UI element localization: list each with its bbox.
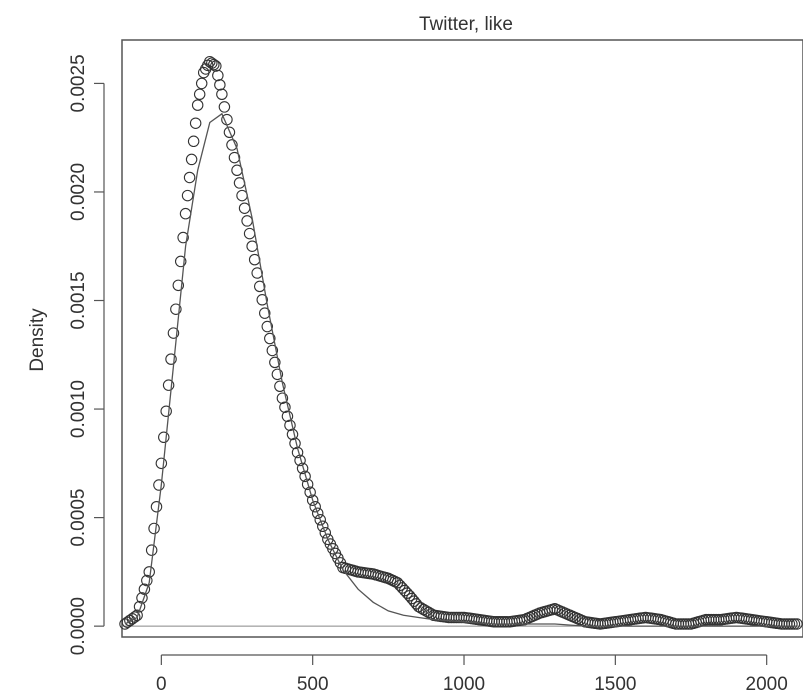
data-point bbox=[145, 544, 158, 556]
x-axis: 0 500 1000 1500 2000 bbox=[156, 654, 788, 693]
chart-title: Twitter, like bbox=[419, 14, 513, 35]
data-point bbox=[317, 520, 329, 533]
data-point bbox=[314, 514, 326, 526]
data-point bbox=[158, 431, 170, 444]
data-point bbox=[276, 392, 289, 404]
y-tick-label: 0.0005 bbox=[68, 489, 89, 547]
data-point bbox=[170, 303, 182, 315]
data-point bbox=[206, 57, 218, 69]
data-point bbox=[238, 202, 251, 214]
data-point bbox=[296, 462, 309, 475]
y-axis-label: Density bbox=[27, 308, 48, 372]
data-point bbox=[138, 583, 151, 595]
data-point bbox=[251, 267, 263, 279]
data-point bbox=[174, 255, 187, 268]
x-tick-label: 1500 bbox=[594, 674, 636, 693]
y-tick-label: 0.0010 bbox=[68, 380, 89, 438]
data-point bbox=[236, 189, 248, 202]
y-tick-label: 0.0025 bbox=[68, 54, 89, 112]
data-point bbox=[183, 171, 196, 184]
y-tick-label: 0.0000 bbox=[68, 597, 89, 655]
data-point bbox=[181, 189, 194, 202]
x-tick-label: 500 bbox=[297, 674, 329, 693]
data-point bbox=[179, 207, 192, 220]
data-point bbox=[148, 522, 160, 535]
data-point bbox=[269, 356, 281, 369]
data-point bbox=[143, 566, 155, 578]
data-point bbox=[155, 457, 168, 470]
data-point bbox=[212, 69, 224, 82]
data-point bbox=[214, 79, 226, 91]
y-tick-label: 0.0015 bbox=[68, 271, 89, 329]
data-point bbox=[153, 479, 165, 491]
data-point bbox=[162, 379, 175, 391]
data-point bbox=[304, 486, 316, 499]
data-point bbox=[783, 618, 796, 630]
data-point bbox=[167, 327, 180, 339]
data-point bbox=[271, 368, 284, 381]
data-point bbox=[195, 77, 208, 90]
data-point bbox=[256, 294, 268, 306]
data-point bbox=[306, 494, 319, 506]
data-point bbox=[160, 405, 172, 417]
data-point bbox=[218, 101, 231, 113]
data-point bbox=[274, 380, 286, 393]
data-point bbox=[150, 500, 163, 513]
data-point bbox=[223, 126, 236, 139]
data-point bbox=[141, 574, 153, 587]
data-point bbox=[788, 618, 801, 630]
data-point bbox=[128, 611, 141, 623]
data-point bbox=[191, 99, 204, 111]
data-point bbox=[253, 280, 266, 293]
data-point bbox=[189, 117, 202, 129]
data-point bbox=[299, 470, 311, 483]
series-line bbox=[124, 112, 797, 627]
data-point bbox=[241, 215, 253, 227]
x-tick-label: 1000 bbox=[443, 674, 485, 693]
data-point bbox=[284, 419, 296, 432]
series-circles bbox=[119, 55, 803, 630]
data-point bbox=[261, 320, 274, 333]
data-point bbox=[266, 344, 279, 357]
data-point bbox=[193, 88, 206, 101]
data-point bbox=[204, 55, 216, 68]
x-tick-label: 2000 bbox=[746, 674, 788, 693]
x-tick-label: 0 bbox=[156, 674, 167, 693]
data-point bbox=[309, 500, 321, 513]
data-point bbox=[281, 410, 294, 423]
data-point bbox=[228, 151, 241, 164]
data-point bbox=[185, 153, 198, 166]
data-point bbox=[172, 279, 185, 292]
data-point bbox=[131, 609, 143, 622]
data-point bbox=[177, 231, 189, 244]
data-point bbox=[264, 332, 276, 345]
data-point bbox=[226, 139, 238, 151]
data-point bbox=[279, 401, 291, 413]
data-point bbox=[187, 135, 200, 148]
plot-frame bbox=[121, 39, 803, 638]
data-point bbox=[311, 507, 324, 520]
data-point bbox=[243, 227, 256, 240]
data-point bbox=[791, 618, 803, 630]
data-point bbox=[786, 618, 798, 630]
data-point bbox=[259, 307, 271, 319]
data-point bbox=[208, 58, 220, 71]
data-point bbox=[165, 353, 177, 365]
y-axis: 0.0000 0.0005 0.0010 0.0015 0.0020 0.0025 bbox=[68, 54, 105, 655]
y-tick-label: 0.0020 bbox=[68, 163, 89, 221]
data-point bbox=[301, 478, 314, 491]
data-point bbox=[319, 527, 332, 539]
data-point bbox=[216, 88, 228, 101]
